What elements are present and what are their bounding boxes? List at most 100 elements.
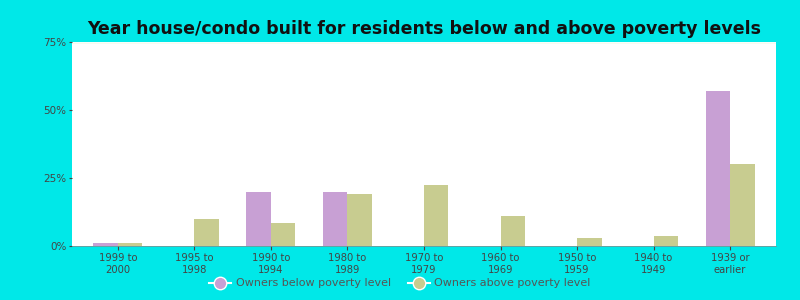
Bar [72, 42, 776, 43]
Bar [72, 42, 776, 43]
Bar [72, 43, 776, 44]
Bar [72, 43, 776, 44]
Bar [72, 43, 776, 44]
Bar [72, 43, 776, 44]
Bar [72, 42, 776, 43]
Bar [72, 43, 776, 44]
Bar [72, 43, 776, 44]
Bar [72, 43, 776, 44]
Bar [72, 42, 776, 43]
Bar [72, 42, 776, 44]
Bar [72, 43, 776, 44]
Bar [72, 43, 776, 44]
Bar [72, 43, 776, 44]
Bar [72, 42, 776, 44]
Bar [72, 42, 776, 43]
Bar [72, 42, 776, 43]
Bar [94, 243, 118, 246]
Bar [72, 43, 776, 44]
Bar [72, 42, 776, 43]
Bar [72, 43, 776, 44]
Bar [72, 42, 776, 43]
Bar [72, 42, 776, 43]
Bar [72, 43, 776, 44]
Bar [72, 42, 776, 43]
Bar [72, 42, 776, 43]
Bar [72, 43, 776, 44]
Bar [72, 42, 776, 44]
Bar [72, 43, 776, 44]
Bar [72, 42, 776, 43]
Bar [72, 42, 776, 43]
Bar [72, 42, 776, 44]
Bar [72, 42, 776, 44]
Bar [72, 42, 776, 44]
Bar [323, 192, 347, 246]
Bar [72, 43, 776, 44]
Bar [72, 43, 776, 44]
Bar [72, 43, 776, 44]
Bar [72, 43, 776, 44]
Bar [72, 42, 776, 43]
Title: Year house/condo built for residents below and above poverty levels: Year house/condo built for residents bel… [87, 20, 761, 38]
Bar [72, 42, 776, 44]
Bar [706, 91, 730, 246]
Bar [72, 43, 776, 44]
Bar [72, 43, 776, 44]
Bar [72, 43, 776, 44]
Bar [72, 42, 776, 43]
Bar [72, 42, 776, 43]
Bar [72, 43, 776, 44]
Bar [72, 42, 776, 44]
Bar [72, 42, 776, 43]
Bar [72, 43, 776, 44]
Bar [72, 43, 776, 44]
Bar [72, 43, 776, 44]
Bar [72, 43, 776, 44]
Bar [72, 42, 776, 43]
Bar [72, 42, 776, 43]
Bar [72, 43, 776, 44]
Bar [72, 42, 776, 43]
Bar [72, 43, 776, 44]
Bar [72, 42, 776, 44]
Bar [72, 43, 776, 44]
Bar [72, 42, 776, 43]
Bar [72, 43, 776, 44]
Bar [72, 42, 776, 43]
Bar [72, 43, 776, 44]
Bar [72, 43, 776, 44]
Bar [72, 43, 776, 44]
Bar [72, 42, 776, 43]
Bar [72, 42, 776, 43]
Bar [72, 42, 776, 44]
Bar [72, 42, 776, 43]
Bar [72, 42, 776, 43]
Bar [72, 42, 776, 44]
Bar [271, 223, 295, 246]
Bar [72, 43, 776, 44]
Bar [72, 43, 776, 44]
Bar [72, 42, 776, 43]
Legend: Owners below poverty level, Owners above poverty level: Owners below poverty level, Owners above… [205, 274, 595, 293]
Bar [72, 43, 776, 44]
Bar [72, 42, 776, 43]
Bar [72, 43, 776, 44]
Bar [72, 43, 776, 44]
Bar [72, 42, 776, 44]
Bar [72, 42, 776, 44]
Bar [72, 43, 776, 44]
Bar [347, 194, 372, 246]
Bar [72, 42, 776, 44]
Bar [72, 43, 776, 44]
Bar [72, 42, 776, 43]
Bar [72, 43, 776, 44]
Bar [72, 42, 776, 43]
Bar [730, 164, 754, 246]
Bar [72, 42, 776, 43]
Bar [72, 43, 776, 44]
Bar [72, 42, 776, 43]
Bar [72, 43, 776, 44]
Bar [72, 42, 776, 43]
Bar [72, 43, 776, 44]
